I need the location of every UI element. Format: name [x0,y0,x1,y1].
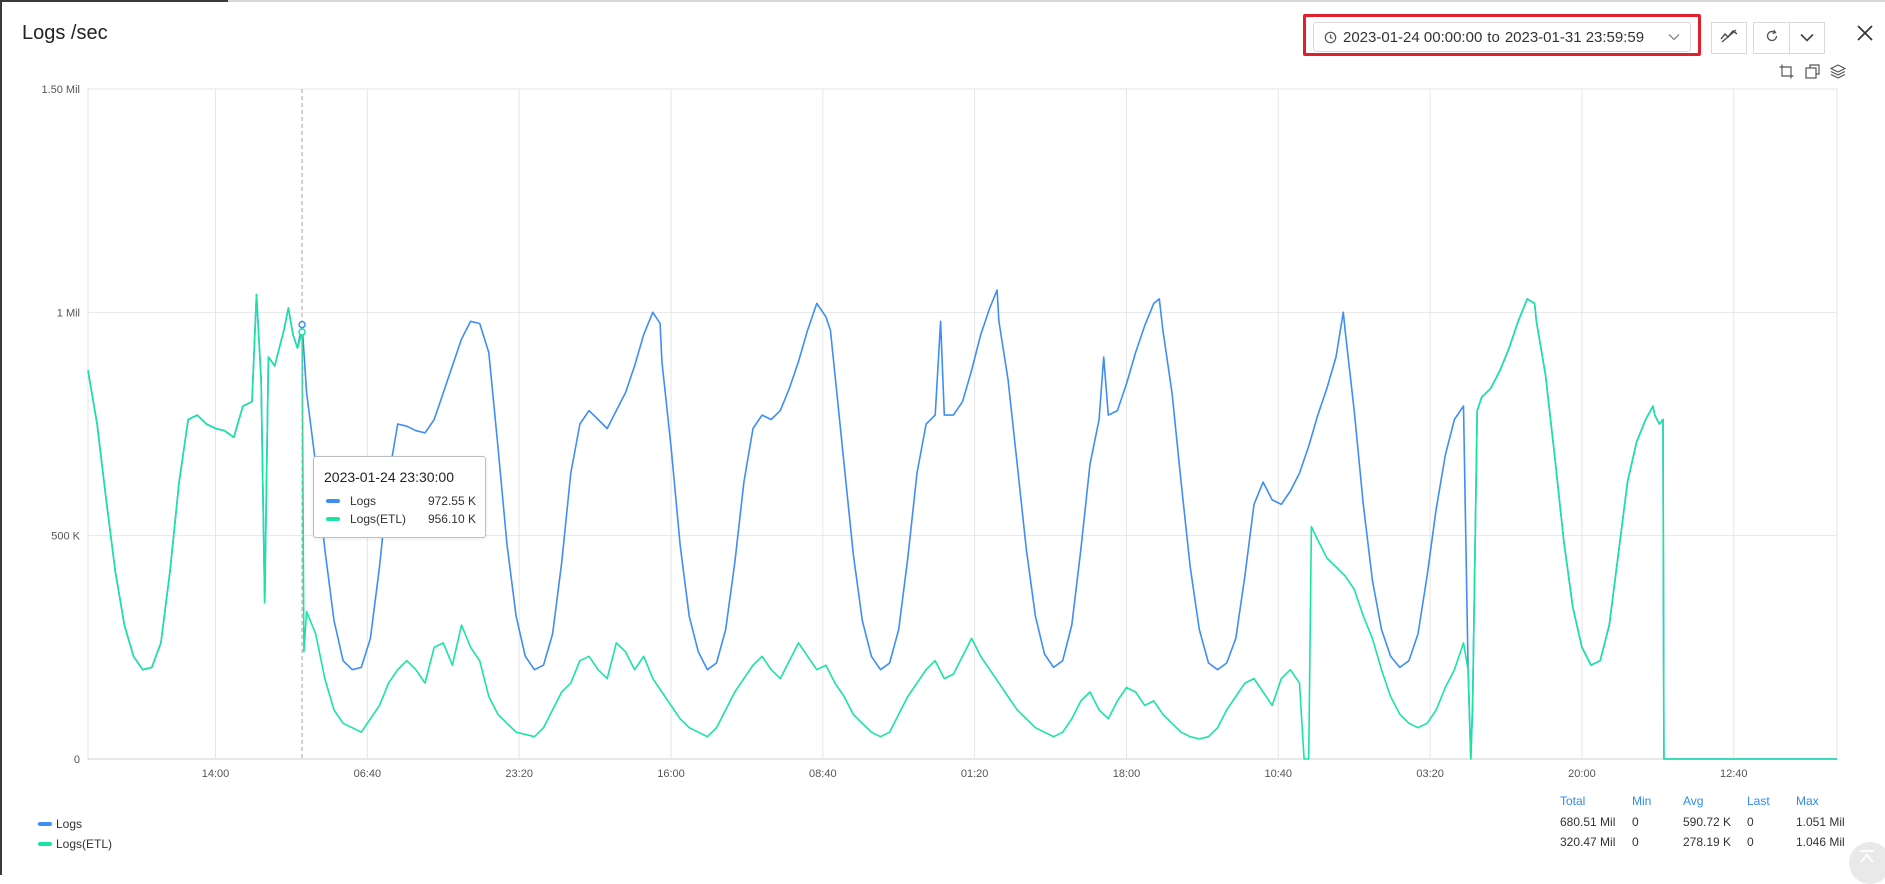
tooltip-time: 2023-01-24 23:30:00 [324,469,454,485]
chart-grid [87,88,1838,760]
time-range-picker[interactable]: 2023-01-24 00:00:00 to 2023-01-31 23:59:… [1313,22,1691,52]
y-tick-label: 1.50 Mil [41,84,80,96]
x-tick-label: 10:40 [1265,768,1293,780]
stats-cell: 0 [1632,815,1639,829]
series-line-logs-etl [87,293,1837,760]
stats-cell: 0 [1632,835,1639,849]
tooltip-series-name: Logs(ETL) [350,512,407,526]
series-stats-table: Total Min Avg Last Max 680.51 Mil 0 590.… [1560,793,1866,852]
chevron-down-icon[interactable] [1668,33,1680,41]
crop-icon[interactable] [1777,62,1795,80]
time-range-to: to [1487,28,1500,46]
legend-item-logs-etl[interactable]: Logs(ETL) [38,834,112,854]
tooltip-swatch-logs-etl [326,517,340,521]
stats-cell: 590.72 K [1683,815,1732,829]
x-tick-label: 14:00 [202,768,230,780]
stats-header-avg[interactable]: Avg [1683,794,1704,808]
time-range-highlight-box [1303,14,1701,56]
tooltip-series-value: 956.10 K [427,512,476,526]
layers-icon[interactable] [1829,62,1847,80]
refresh-icon [1765,29,1779,48]
chevron-down-icon [1800,29,1814,47]
reset-zoom-icon[interactable] [1803,62,1821,80]
panel-title: Logs /sec [22,22,108,44]
x-tick-label: 12:40 [1720,768,1748,780]
compare-button[interactable] [1711,22,1747,54]
y-tick-label: 1 Mil [57,307,80,319]
x-tick-label: 08:40 [809,768,837,780]
chart-legend: Logs Logs(ETL) [38,814,112,854]
tooltip-swatch-logs [326,499,340,503]
stats-cell: 320.47 Mil [1560,835,1616,849]
time-range-end: 2023-01-31 23:59:59 [1504,28,1645,46]
tooltip-row-logs: Logs 972.55 K [326,493,476,509]
window-top-border-dark [0,0,228,2]
x-tick-label: 20:00 [1568,768,1596,780]
time-range-start: 2023-01-24 00:00:00 [1343,28,1483,46]
x-tick-label: 03:20 [1416,768,1444,780]
tooltip-series-name: Logs [350,494,377,508]
stats-cell: 0 [1747,815,1754,829]
chart-series [87,289,1837,760]
stats-row-logs-etl: 320.47 Mil 0 278.19 K 0 1.046 Mil [1560,832,1866,852]
scroll-to-top-button[interactable] [1849,842,1885,884]
stats-header-total[interactable]: Total [1560,794,1586,808]
refresh-interval-dropdown[interactable] [1789,22,1825,54]
legend-swatch-logs-etl [38,842,52,846]
tooltip-row-logs-etl: Logs(ETL) 956.10 K [326,511,476,527]
legend-label: Logs [56,817,83,831]
close-icon [1857,24,1873,46]
stats-header-min[interactable]: Min [1632,794,1652,808]
stats-header-max[interactable]: Max [1796,794,1819,808]
refresh-button[interactable] [1753,22,1789,54]
hover-crosshair [298,89,306,759]
chart-tooltip: 2023-01-24 23:30:00 Logs 972.55 K Logs(E… [313,456,486,538]
stats-cell: 0 [1747,835,1754,849]
window-left-border [0,0,2,875]
hover-point-logs [298,320,306,329]
stats-cell: 680.51 Mil [1560,815,1616,829]
x-tick-label: 23:20 [505,768,533,780]
tooltip-series-value: 972.55 K [427,494,476,508]
close-button[interactable] [1854,24,1876,46]
stats-cell: 278.19 K [1683,835,1732,849]
clock-icon [1324,31,1337,44]
stats-cell: 1.051 Mil [1796,815,1845,829]
hover-point-logs-etl [298,328,306,336]
window-top-border [0,0,1885,2]
logs-rate-chart[interactable]: 0 500 K 1 Mil 1.50 Mil 14:00 06:40 23:20 16:00… [0,0,1885,790]
legend-swatch-logs [38,822,52,826]
x-tick-label: 16:00 [657,768,685,780]
compare-trend-icon [1720,29,1738,48]
stats-header-last[interactable]: Last [1747,794,1770,808]
scroll-to-top-icon [1858,850,1876,871]
legend-item-logs[interactable]: Logs [38,814,112,834]
stats-cell: 1.046 Mil [1796,835,1845,849]
y-axis-ticks: 0 500 K 1 Mil 1.50 Mil [41,84,80,766]
stats-header-row: Total Min Avg Last Max [1560,793,1866,812]
x-axis-ticks: 14:00 06:40 23:20 16:00 08:40 01:20 18:00 10:40… [202,768,1748,780]
x-tick-label: 06:40 [354,768,382,780]
y-tick-label: 500 K [51,531,80,543]
legend-label: Logs(ETL) [56,837,113,851]
y-tick-label: 0 [74,754,80,766]
x-tick-label: 01:20 [961,768,989,780]
stats-row-logs: 680.51 Mil 0 590.72 K 0 1.051 Mil [1560,812,1866,832]
x-tick-label: 18:00 [1113,768,1141,780]
